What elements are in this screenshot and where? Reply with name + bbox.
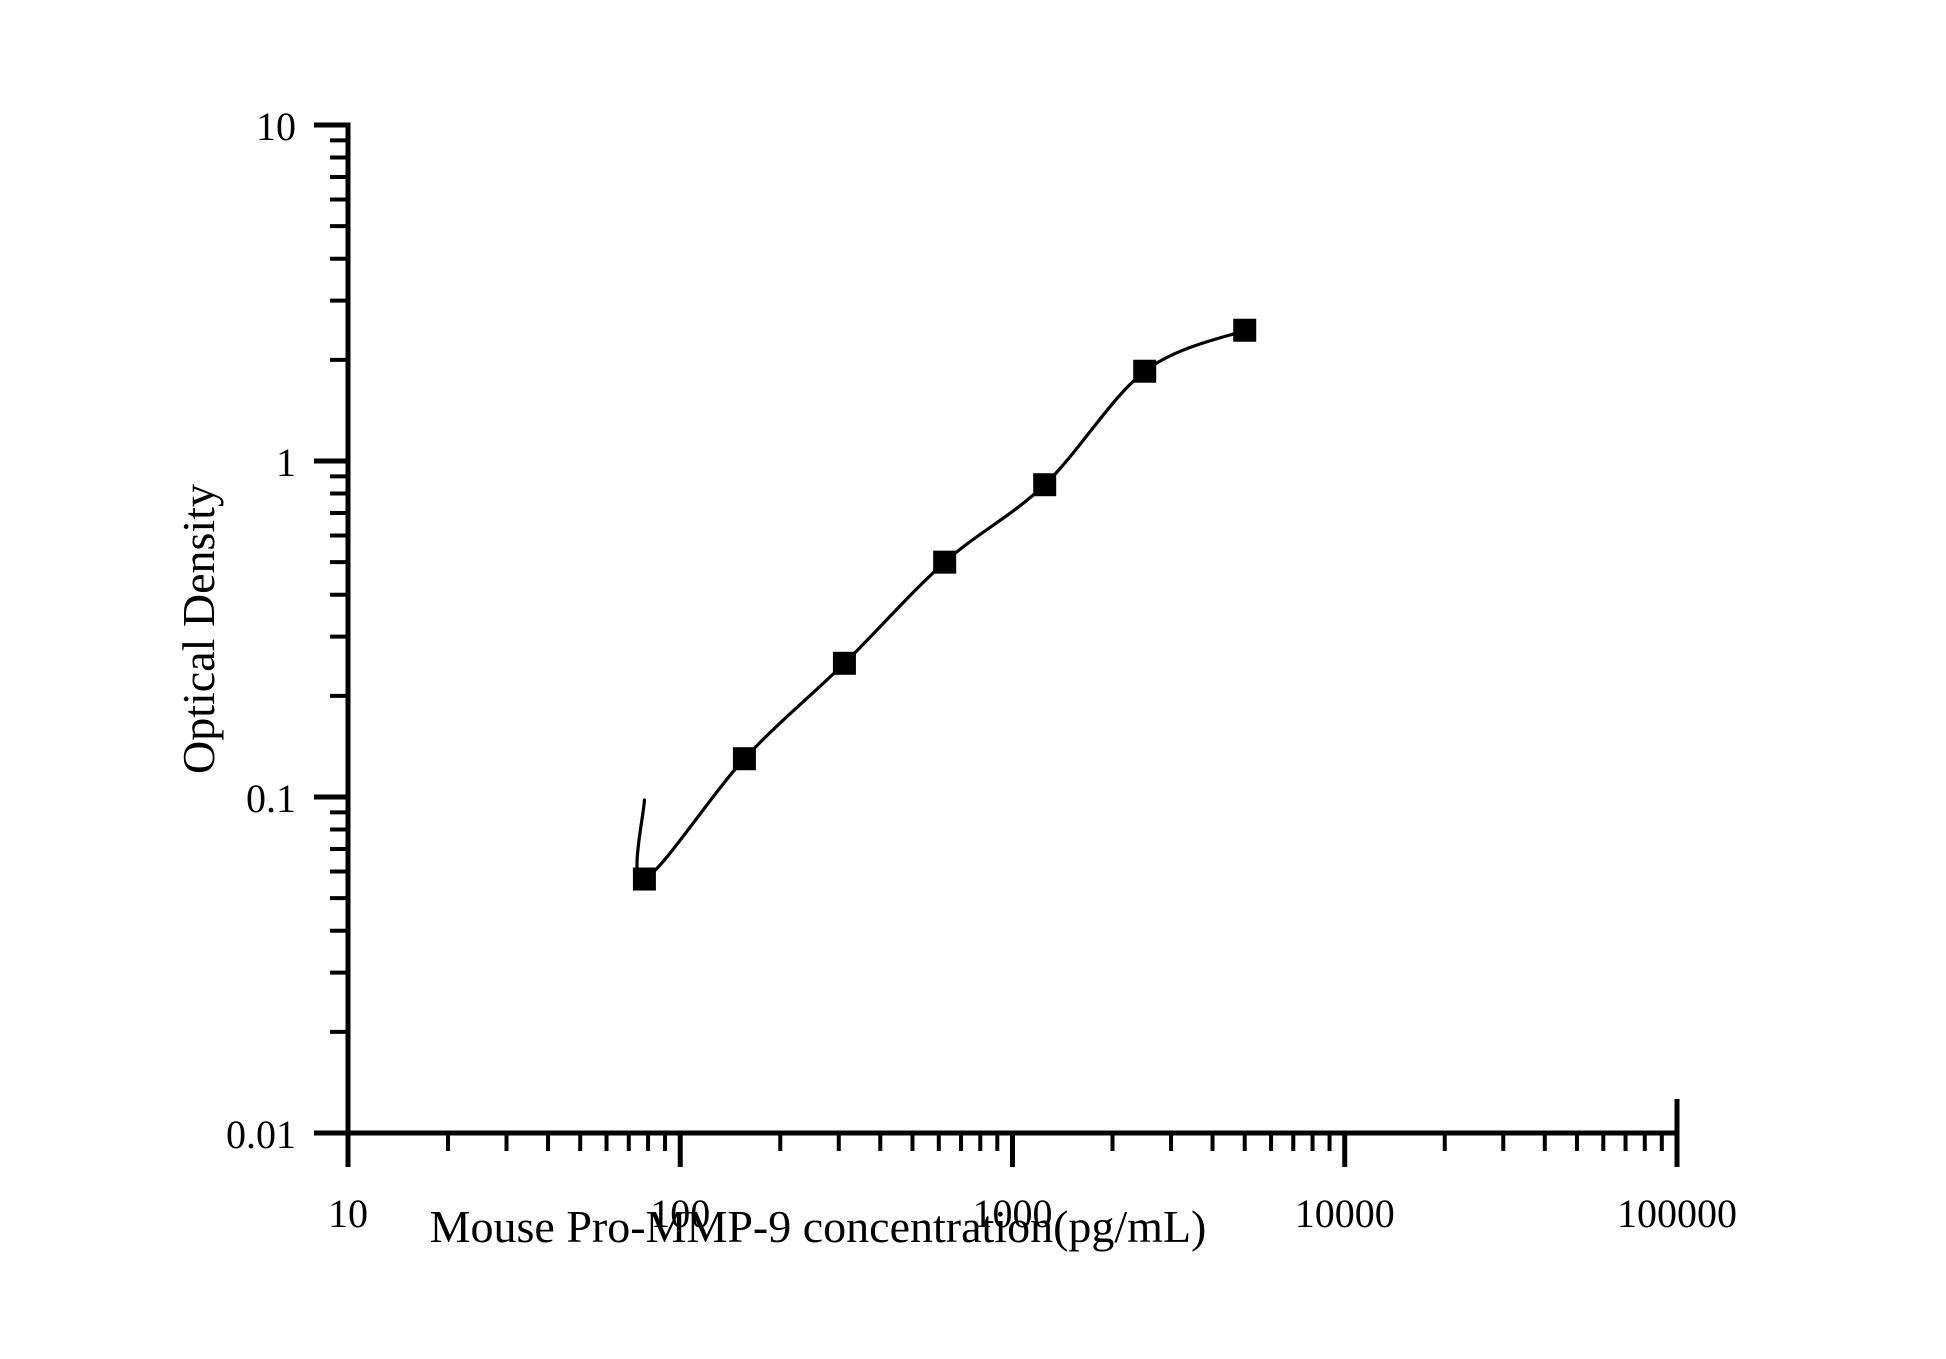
data-point-marker (732, 747, 756, 771)
data-point-marker (1233, 318, 1257, 342)
series-curve-path (635, 328, 1247, 881)
y-tick-label: 0.01 (226, 1112, 296, 1157)
y-tick-label: 10 (256, 104, 296, 149)
x-tick-label: 100000 (1617, 1191, 1737, 1236)
data-point-marker (933, 550, 957, 574)
x-minor-ticks (446, 1132, 1664, 1151)
x-tick-labels: 10 100 1000 10000 100000 (328, 1191, 1737, 1236)
series-line (635, 328, 1247, 881)
x-tick-label: 10 (328, 1191, 368, 1236)
data-point-marker (1033, 473, 1057, 497)
x-major-ticks (345, 1131, 1680, 1167)
x-tick-label: 10000 (1295, 1191, 1395, 1236)
data-point-marker (1133, 359, 1157, 383)
data-point-marker (832, 651, 856, 675)
y-tick-labels: 0.01 0.1 1 10 (226, 104, 296, 1157)
y-tick-label: 1 (276, 440, 296, 485)
y-tick-label: 0.1 (246, 776, 296, 821)
data-point-marker (632, 867, 656, 891)
y-minor-ticks (330, 138, 349, 1034)
x-tick-label: 100 (650, 1191, 710, 1236)
y-major-ticks (314, 122, 350, 1136)
x-tick-label: 1000 (973, 1191, 1053, 1236)
x-axis-title: Mouse Pro-MMP-9 concentration(pg/mL) (430, 1201, 1207, 1252)
y-axis-title: Optical Density (173, 484, 224, 774)
series-markers (632, 318, 1257, 891)
